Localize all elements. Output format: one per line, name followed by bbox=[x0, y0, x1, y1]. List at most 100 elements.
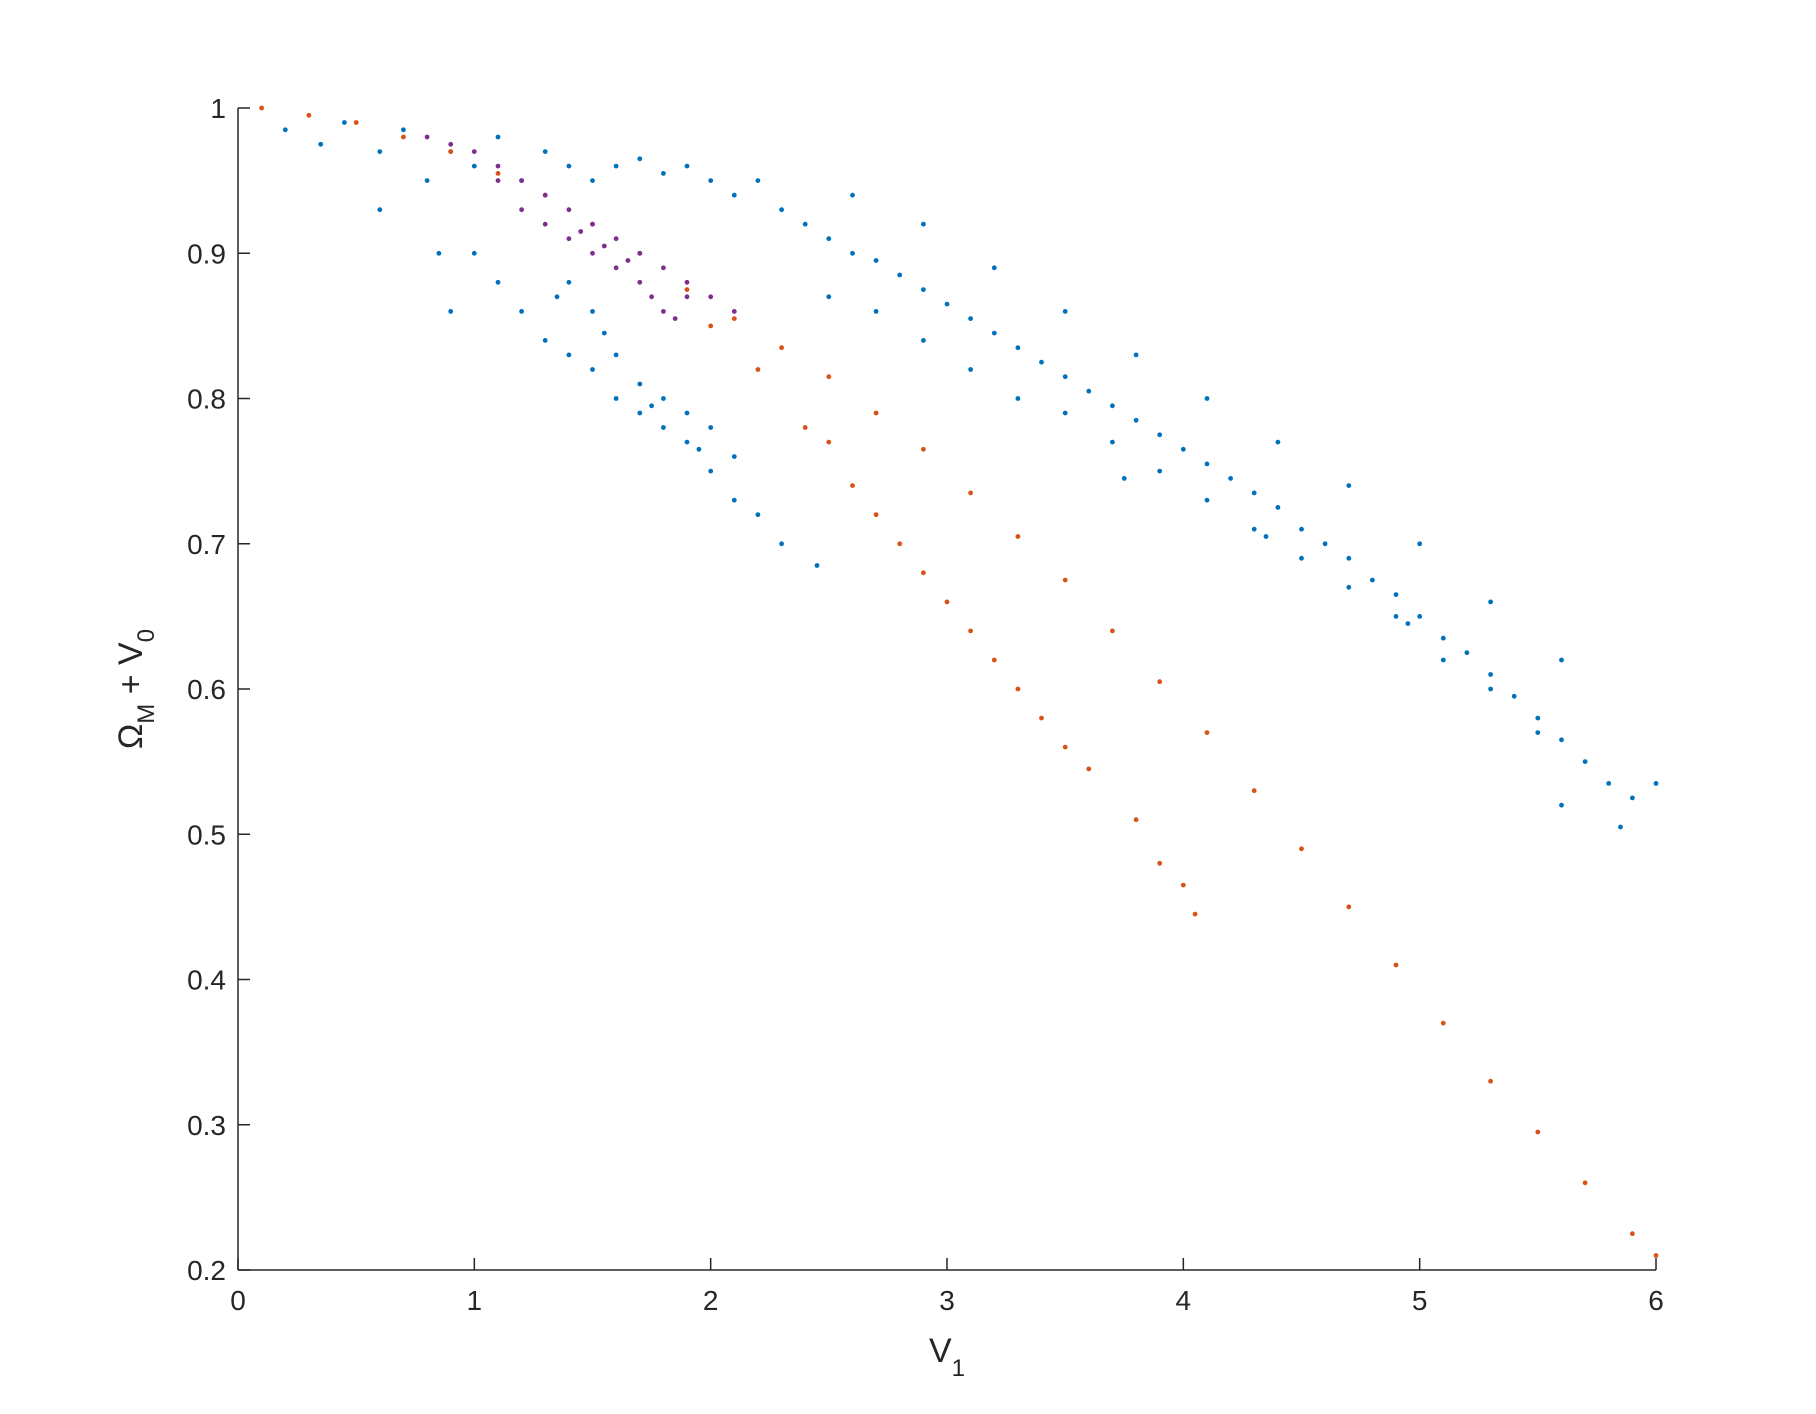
data-point bbox=[1110, 439, 1115, 445]
data-point bbox=[708, 294, 714, 300]
data-point bbox=[495, 134, 501, 140]
data-point bbox=[1157, 468, 1163, 474]
data-point bbox=[779, 207, 784, 213]
data-point bbox=[566, 236, 572, 242]
y-tick-label: 0.9 bbox=[187, 238, 226, 269]
data-points bbox=[259, 105, 1659, 1258]
data-point bbox=[684, 287, 690, 292]
data-point bbox=[637, 250, 643, 256]
data-point bbox=[873, 309, 879, 314]
data-point bbox=[684, 279, 690, 285]
data-point bbox=[1263, 534, 1269, 539]
data-point bbox=[1417, 614, 1423, 619]
data-point bbox=[968, 628, 973, 634]
data-point bbox=[1110, 628, 1115, 634]
data-point bbox=[1062, 410, 1068, 416]
data-point bbox=[1653, 1253, 1659, 1258]
data-point bbox=[1110, 403, 1115, 409]
data-point bbox=[542, 338, 548, 343]
y-tick-label: 1 bbox=[210, 93, 226, 124]
data-point bbox=[613, 265, 619, 271]
data-point bbox=[1582, 1180, 1588, 1186]
data-point bbox=[519, 178, 524, 184]
data-point bbox=[944, 599, 950, 605]
y-tick-label: 0.6 bbox=[187, 674, 226, 705]
data-point bbox=[731, 309, 737, 314]
data-point bbox=[519, 309, 524, 314]
data-point bbox=[1015, 345, 1021, 351]
data-point bbox=[1393, 592, 1399, 597]
y-axis-label-middle: + V bbox=[112, 642, 150, 704]
data-point bbox=[1393, 962, 1399, 968]
data-point bbox=[1405, 621, 1411, 626]
data-point bbox=[1039, 715, 1044, 721]
data-point bbox=[1535, 1129, 1541, 1135]
data-point bbox=[1204, 730, 1210, 735]
data-point bbox=[353, 120, 359, 125]
data-point bbox=[1133, 417, 1139, 423]
data-point bbox=[377, 149, 383, 155]
data-point bbox=[850, 483, 855, 488]
data-point bbox=[436, 250, 442, 256]
x-tick-label: 4 bbox=[1176, 1285, 1192, 1316]
data-point bbox=[826, 294, 832, 300]
data-point bbox=[897, 272, 903, 278]
data-point bbox=[613, 352, 619, 358]
data-point bbox=[566, 352, 572, 358]
data-point bbox=[921, 287, 926, 292]
x-tick-label: 1 bbox=[467, 1285, 483, 1316]
data-point bbox=[637, 279, 643, 285]
data-point bbox=[542, 192, 548, 198]
data-point bbox=[921, 338, 926, 343]
data-point bbox=[921, 446, 926, 452]
data-point bbox=[802, 221, 808, 227]
data-point bbox=[1488, 1078, 1493, 1084]
data-point bbox=[637, 381, 643, 387]
data-point bbox=[613, 236, 619, 242]
data-point bbox=[471, 149, 477, 155]
data-point bbox=[731, 192, 737, 198]
data-point bbox=[471, 250, 477, 256]
data-point bbox=[684, 439, 690, 445]
data-point bbox=[1062, 374, 1068, 380]
data-point bbox=[637, 410, 643, 416]
data-point bbox=[306, 112, 312, 118]
data-point bbox=[1346, 555, 1352, 561]
data-point bbox=[731, 316, 737, 321]
data-point bbox=[873, 258, 879, 263]
data-point bbox=[873, 410, 879, 416]
data-point bbox=[1299, 555, 1304, 561]
data-point bbox=[318, 141, 324, 147]
data-point bbox=[826, 374, 832, 380]
data-point bbox=[779, 541, 784, 547]
data-point bbox=[495, 178, 501, 184]
data-point bbox=[991, 265, 997, 271]
data-point bbox=[1062, 577, 1068, 583]
data-point bbox=[755, 512, 761, 518]
x-axis-label-main: V bbox=[929, 1332, 952, 1370]
data-point bbox=[649, 403, 654, 409]
data-point bbox=[649, 294, 654, 300]
data-point bbox=[755, 367, 761, 372]
data-point bbox=[850, 250, 855, 256]
data-point bbox=[1275, 505, 1281, 510]
data-point bbox=[814, 563, 820, 568]
scatter-series-3 bbox=[424, 134, 737, 321]
data-point bbox=[424, 134, 430, 140]
data-point bbox=[1062, 744, 1068, 750]
data-point bbox=[1275, 439, 1281, 445]
data-point bbox=[1440, 657, 1446, 663]
data-point bbox=[566, 279, 572, 285]
data-point bbox=[944, 301, 950, 307]
data-point bbox=[495, 279, 501, 285]
data-point bbox=[684, 294, 690, 300]
data-point bbox=[566, 207, 572, 213]
data-point bbox=[1062, 309, 1068, 314]
data-point bbox=[1370, 577, 1375, 583]
data-point bbox=[259, 105, 264, 111]
data-point bbox=[1133, 817, 1139, 823]
data-point bbox=[1015, 396, 1021, 401]
data-point bbox=[1535, 715, 1541, 721]
data-point bbox=[1488, 672, 1493, 677]
data-point bbox=[542, 149, 548, 155]
